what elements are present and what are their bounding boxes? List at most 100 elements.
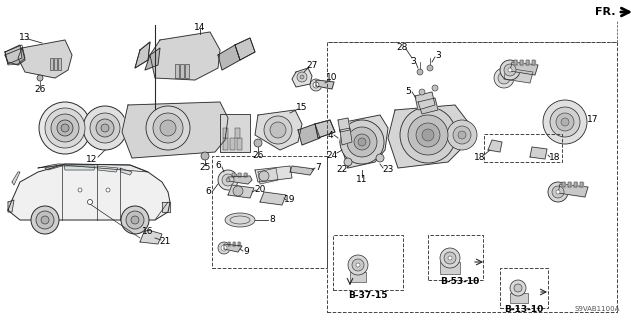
Circle shape [146, 106, 190, 150]
Circle shape [31, 206, 59, 234]
Polygon shape [145, 48, 160, 70]
Bar [175, 64, 179, 78]
Circle shape [131, 216, 139, 224]
Circle shape [226, 178, 230, 182]
Circle shape [313, 82, 319, 88]
Circle shape [440, 248, 460, 268]
Circle shape [444, 252, 456, 264]
Text: 18: 18 [474, 154, 486, 163]
Bar [484, 134, 562, 162]
Circle shape [39, 102, 91, 154]
Text: 14: 14 [195, 22, 205, 31]
Circle shape [221, 245, 227, 251]
Bar [223, 128, 228, 138]
Circle shape [500, 60, 520, 80]
Circle shape [41, 216, 49, 224]
Circle shape [36, 211, 54, 229]
Circle shape [126, 211, 144, 229]
Polygon shape [514, 60, 517, 65]
Circle shape [548, 182, 568, 202]
Polygon shape [244, 173, 247, 177]
Bar [350, 272, 366, 282]
Circle shape [419, 89, 425, 95]
Polygon shape [238, 242, 240, 246]
Circle shape [552, 186, 564, 198]
Polygon shape [520, 60, 523, 65]
Polygon shape [316, 80, 334, 89]
Circle shape [494, 68, 514, 88]
Polygon shape [298, 124, 320, 145]
Text: 24: 24 [326, 150, 338, 159]
Circle shape [259, 171, 269, 181]
Text: FR.: FR. [595, 7, 616, 17]
Polygon shape [292, 68, 312, 87]
Circle shape [416, 123, 440, 147]
Polygon shape [8, 200, 14, 212]
Circle shape [556, 190, 560, 194]
Circle shape [61, 124, 69, 132]
Circle shape [422, 129, 434, 141]
Bar [237, 138, 242, 150]
Polygon shape [418, 98, 438, 114]
Text: S9VAB1100A: S9VAB1100A [575, 306, 620, 312]
Circle shape [233, 186, 243, 196]
Text: 16: 16 [142, 228, 154, 236]
Polygon shape [150, 32, 220, 80]
Text: B-13-10: B-13-10 [504, 306, 543, 315]
Polygon shape [488, 140, 502, 152]
Circle shape [344, 158, 352, 166]
Circle shape [310, 79, 322, 91]
Polygon shape [510, 62, 538, 75]
Circle shape [352, 259, 364, 271]
Circle shape [427, 65, 433, 71]
Text: 13: 13 [19, 33, 31, 42]
Circle shape [78, 188, 82, 192]
Text: 18: 18 [549, 154, 561, 163]
Circle shape [300, 75, 304, 79]
Text: 22: 22 [337, 165, 348, 174]
Circle shape [543, 100, 587, 144]
Bar [185, 64, 189, 78]
Circle shape [57, 120, 73, 136]
Ellipse shape [225, 213, 255, 227]
Polygon shape [140, 230, 162, 244]
Circle shape [218, 170, 238, 190]
Circle shape [347, 127, 377, 157]
Text: 5: 5 [405, 87, 411, 97]
Polygon shape [532, 60, 535, 65]
Text: 11: 11 [356, 175, 368, 185]
Polygon shape [562, 182, 565, 187]
Bar [327, 42, 617, 312]
Text: 8: 8 [269, 215, 275, 225]
Circle shape [458, 131, 466, 139]
Circle shape [447, 120, 477, 150]
Polygon shape [5, 48, 25, 65]
Polygon shape [64, 166, 95, 170]
Polygon shape [162, 202, 170, 212]
Circle shape [88, 199, 93, 204]
Text: 26: 26 [35, 84, 45, 93]
Polygon shape [340, 115, 388, 168]
Text: 10: 10 [326, 73, 338, 82]
Bar [223, 138, 228, 150]
Circle shape [51, 114, 79, 142]
Polygon shape [12, 172, 20, 185]
Circle shape [376, 154, 384, 162]
Polygon shape [338, 118, 350, 132]
Circle shape [121, 206, 149, 234]
Circle shape [270, 122, 286, 138]
Polygon shape [558, 184, 588, 197]
Polygon shape [233, 242, 235, 246]
Bar [333, 235, 403, 290]
Text: B-53-10: B-53-10 [440, 277, 479, 286]
Text: 9: 9 [243, 247, 249, 257]
Polygon shape [120, 168, 132, 175]
Text: 25: 25 [199, 164, 211, 172]
Polygon shape [258, 168, 278, 184]
Text: 3: 3 [410, 58, 416, 67]
Circle shape [340, 120, 384, 164]
Bar [500, 268, 548, 308]
Polygon shape [122, 102, 228, 158]
Circle shape [453, 126, 471, 144]
Polygon shape [530, 147, 547, 159]
